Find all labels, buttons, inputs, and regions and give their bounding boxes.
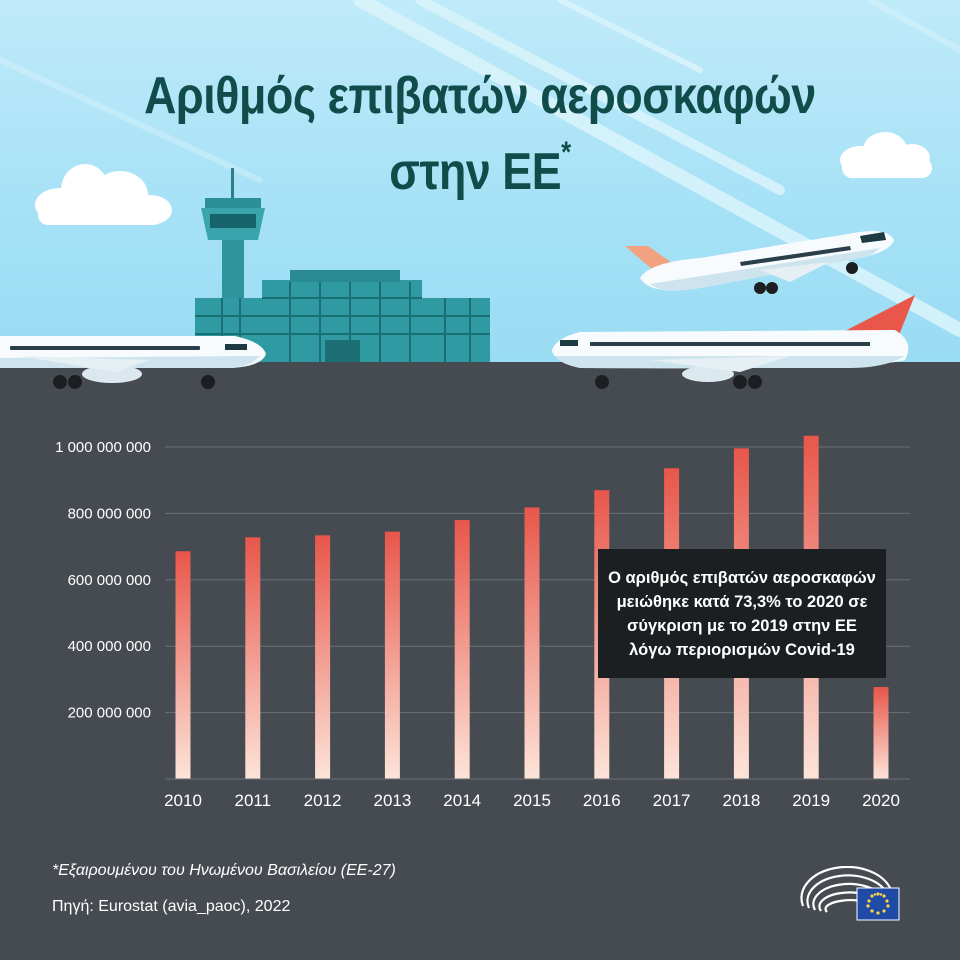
y-tick-label: 200 000 000 bbox=[68, 705, 151, 722]
chart-title-line2-text: στην ΕΕ bbox=[389, 143, 562, 201]
x-tick-label: 2020 bbox=[862, 791, 900, 810]
airport-scene bbox=[0, 0, 960, 389]
x-tick-label: 2019 bbox=[792, 791, 830, 810]
annotation-text: Ο αριθμός επιβατών αεροσκαφών μειώθηκε κ… bbox=[608, 568, 876, 659]
chart-title-line2: στην ΕΕ* bbox=[67, 136, 893, 202]
x-tick-label: 2016 bbox=[583, 791, 621, 810]
control-tower-icon bbox=[201, 168, 265, 300]
footnote: *Εξαιρουμένου του Ηνωμένου Βασιλείου (ΕΕ… bbox=[52, 862, 396, 879]
y-tick-label: 800 000 000 bbox=[68, 505, 151, 522]
x-tick-label: 2015 bbox=[513, 791, 551, 810]
airplane-icon bbox=[625, 231, 894, 294]
airplane-icon bbox=[552, 295, 915, 389]
contrails bbox=[0, 0, 960, 337]
bar-2014 bbox=[454, 520, 470, 779]
bars bbox=[175, 435, 889, 779]
annotation-box: Ο αριθμός επιβατών αεροσκαφών μειώθηκε κ… bbox=[598, 549, 886, 678]
bar-2015 bbox=[524, 507, 540, 779]
y-axis-ticks: 200 000 000 400 000 000 600 000 000 800 000… bbox=[55, 439, 151, 722]
bar-2011 bbox=[245, 537, 261, 779]
x-tick-label: 2014 bbox=[443, 791, 481, 810]
title-footnote-mark: * bbox=[561, 136, 571, 169]
x-tick-label: 2011 bbox=[235, 791, 272, 810]
x-tick-label: 2018 bbox=[722, 791, 760, 810]
x-tick-label: 2012 bbox=[304, 791, 342, 810]
x-tick-label: 2010 bbox=[164, 791, 202, 810]
european-parliament-logo bbox=[800, 866, 900, 921]
bar-2013 bbox=[384, 531, 400, 779]
source-note: Πηγή: Eurostat (avia_paoc), 2022 bbox=[52, 898, 291, 915]
cloud-icon bbox=[840, 132, 932, 178]
chart-title-line1: Αριθμός επιβατών αεροσκαφών bbox=[144, 67, 816, 125]
bar-2020 bbox=[873, 687, 889, 779]
cloud-icon bbox=[35, 164, 172, 225]
y-tick-label: 400 000 000 bbox=[68, 638, 151, 655]
x-tick-label: 2013 bbox=[373, 791, 411, 810]
airplane-icon bbox=[0, 336, 266, 389]
bar-2012 bbox=[315, 535, 331, 779]
y-tick-label: 1 000 000 000 bbox=[55, 439, 151, 456]
x-tick-label: 2017 bbox=[653, 791, 691, 810]
y-tick-label: 600 000 000 bbox=[68, 572, 151, 589]
x-axis-ticks: 2010 2011 2012 2013 2014 2015 2016 2017 2018 2019… bbox=[164, 791, 900, 810]
bar-2010 bbox=[175, 551, 191, 779]
